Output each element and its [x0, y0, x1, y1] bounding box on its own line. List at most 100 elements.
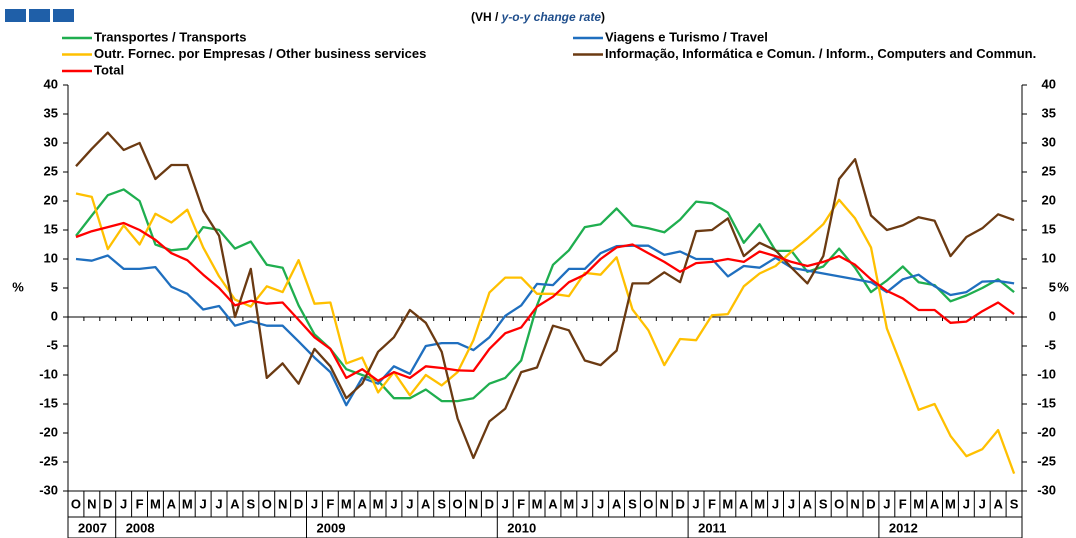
x-tick-label: M [945, 496, 956, 511]
y-tick-label: 10 [44, 250, 58, 265]
series-line [75, 244, 1015, 407]
x-tick-label: J [883, 496, 890, 511]
x-tick-label: A [548, 496, 558, 511]
y-tick-label: -5 [1044, 337, 1056, 352]
y-tick-label: 40 [1042, 76, 1056, 91]
y-tick-label: 25 [1042, 163, 1056, 178]
x-tick-label: J [120, 496, 127, 511]
legend-label: Total [94, 62, 124, 77]
year-label: 2010 [507, 520, 536, 535]
y-tick-label: 35 [1042, 105, 1056, 120]
x-tick-label: S [1010, 496, 1019, 511]
y-tick-label: 5 [1049, 279, 1056, 294]
y-tick-label: -10 [1037, 366, 1056, 381]
y-tick-label: 10 [1042, 250, 1056, 265]
x-tick-label: N [850, 496, 859, 511]
y-tick-label: 40 [44, 76, 58, 91]
legend-label: Transportes / Transports [94, 29, 246, 44]
x-tick-label: M [563, 496, 574, 511]
x-tick-label: N [87, 496, 96, 511]
subtitle: (VH / y-o-y change rate) [471, 10, 605, 24]
x-tick-label: D [485, 496, 494, 511]
x-tick-label: M [373, 496, 384, 511]
y-tick-label: 0 [51, 308, 58, 323]
x-tick-label: A [421, 496, 431, 511]
x-tick-label: J [406, 496, 413, 511]
legend-label: Outr. Fornec. por Empresas / Other busin… [94, 46, 426, 61]
x-tick-label: D [866, 496, 875, 511]
year-label: 2009 [317, 520, 346, 535]
x-tick-label: N [660, 496, 669, 511]
x-tick-label: J [979, 496, 986, 511]
y-tick-label: 30 [44, 134, 58, 149]
x-tick-label: S [819, 496, 828, 511]
x-tick-label: O [643, 496, 653, 511]
y-tick-label: 25 [44, 163, 58, 178]
x-tick-label: M [150, 496, 161, 511]
subtitle-part: (VH / [471, 10, 502, 24]
logo-block [29, 9, 50, 22]
x-tick-label: J [692, 496, 699, 511]
x-tick-label: O [71, 496, 81, 511]
x-tick-label: J [311, 496, 318, 511]
legend-label: Informação, Informática e Comun. / Infor… [605, 46, 1036, 61]
x-tick-label: N [469, 496, 478, 511]
x-tick-label: D [675, 496, 684, 511]
logo-block [53, 9, 74, 22]
year-label: 2012 [889, 520, 918, 535]
x-tick-label: F [136, 496, 144, 511]
x-tick-label: A [803, 496, 813, 511]
y-tick-label: -20 [1037, 424, 1056, 439]
legend-label: Viagens e Turismo / Travel [605, 29, 768, 44]
x-tick-label: J [788, 496, 795, 511]
y-tick-label: 5 [51, 279, 58, 294]
x-tick-label: F [326, 496, 334, 511]
x-tick-label: S [247, 496, 256, 511]
x-tick-label: J [215, 496, 222, 511]
subtitle-part: ) [601, 10, 605, 24]
x-tick-label: A [357, 496, 367, 511]
x-tick-label: J [581, 496, 588, 511]
x-tick-label: F [899, 496, 907, 511]
year-label: 2011 [698, 520, 726, 535]
x-tick-label: M [722, 496, 733, 511]
x-tick-label: S [437, 496, 446, 511]
x-tick-label: M [341, 496, 352, 511]
x-tick-label: S [628, 496, 637, 511]
x-tick-label: M [532, 496, 543, 511]
y-tick-label: -30 [1037, 482, 1056, 497]
y-tick-label: 0 [1049, 308, 1056, 323]
x-tick-label: F [708, 496, 716, 511]
x-tick-label: A [739, 496, 749, 511]
x-tick-label: M [754, 496, 765, 511]
y-tick-label: -20 [39, 424, 58, 439]
x-tick-label: J [597, 496, 604, 511]
y-tick-label: 30 [1042, 134, 1056, 149]
y-tick-label: 20 [44, 192, 58, 207]
x-tick-label: J [200, 496, 207, 511]
y-tick-label: -10 [39, 366, 58, 381]
series-line [75, 221, 1015, 382]
x-tick-label: O [834, 496, 844, 511]
y-tick-label: 20 [1042, 192, 1056, 207]
x-tick-label: O [262, 496, 272, 511]
x-tick-label: J [772, 496, 779, 511]
x-tick-label: A [612, 496, 622, 511]
series-line [75, 188, 1015, 403]
x-tick-label: M [913, 496, 924, 511]
series-line [75, 192, 1016, 474]
y-tick-label: -25 [1037, 453, 1056, 468]
x-tick-label: A [167, 496, 177, 511]
x-tick-label: D [294, 496, 303, 511]
x-tick-label: J [963, 496, 970, 511]
x-tick-label: M [182, 496, 193, 511]
y-tick-label: -15 [39, 395, 58, 410]
x-tick-label: A [230, 496, 240, 511]
y-tick-label: 15 [1042, 221, 1056, 236]
x-tick-label: O [452, 496, 462, 511]
y-axis-label: % [1057, 279, 1069, 294]
year-label: 2007 [78, 520, 107, 535]
y-tick-label: -25 [39, 453, 58, 468]
x-tick-label: F [517, 496, 525, 511]
